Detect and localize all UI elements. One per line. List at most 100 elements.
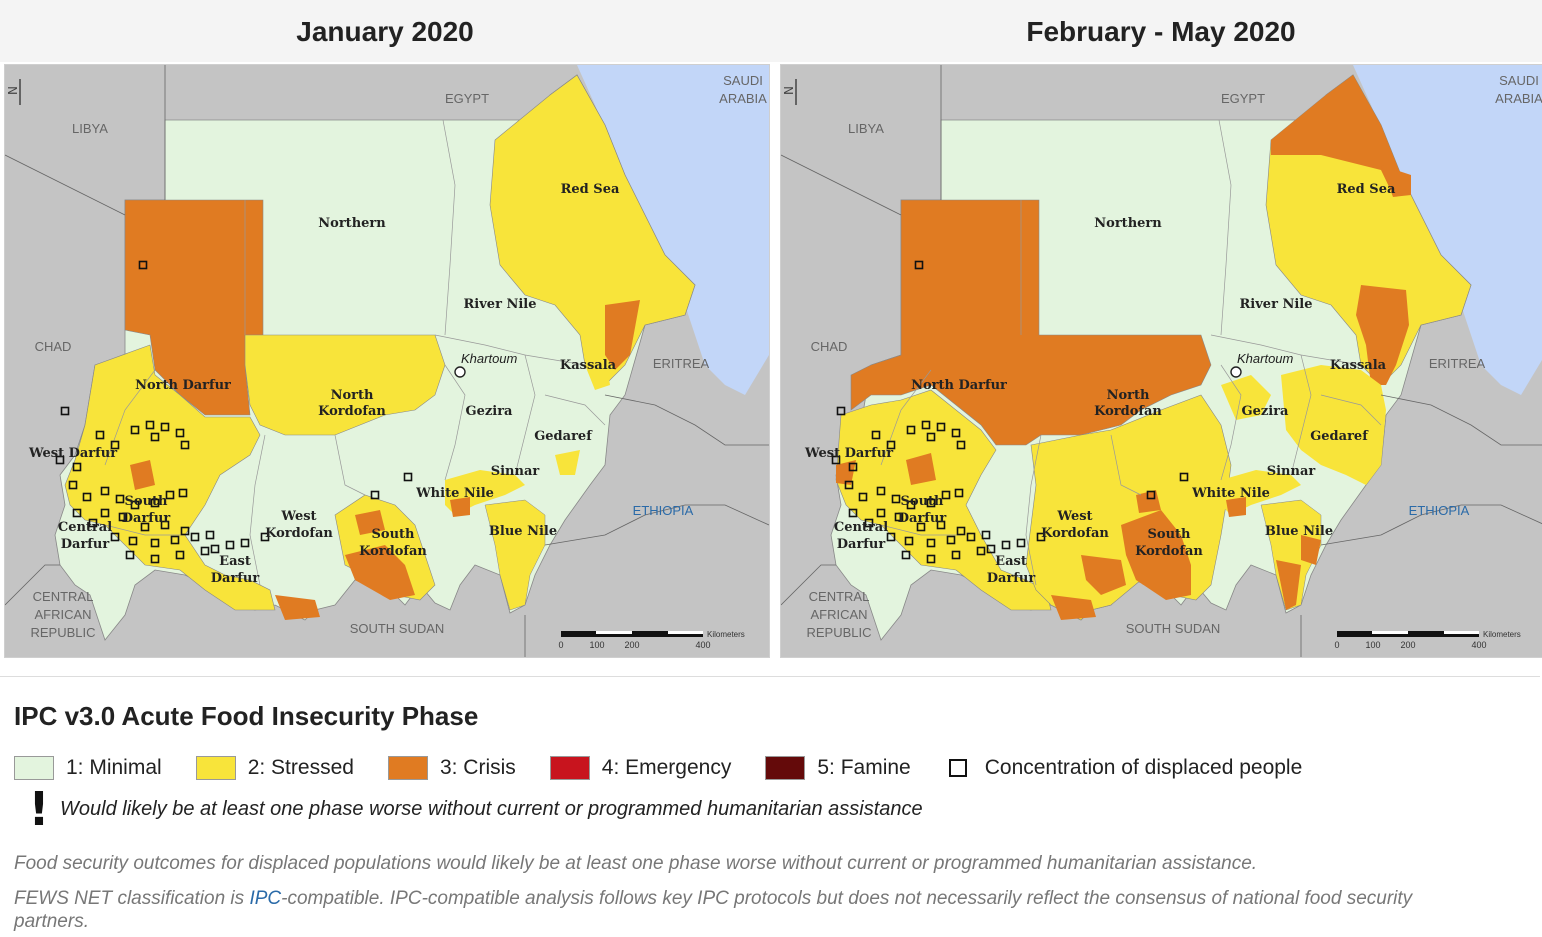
legend-label-stressed: 2: Stressed bbox=[247, 756, 354, 779]
displaced-marker bbox=[864, 518, 874, 528]
label-eritrea: ERITREA bbox=[1429, 356, 1486, 371]
legend-humanitarian-label: Would likely be at least one phase worse… bbox=[60, 797, 923, 820]
map-feb-may-2020[interactable]: LIBYA EGYPT SAUDI ARABIA CHAD ERITREA ET… bbox=[780, 64, 1542, 658]
displaced-marker bbox=[118, 512, 128, 522]
fews-note-post: -compatible. IPC-compatible analysis fol… bbox=[281, 888, 1413, 909]
label-central-darfur-1: Central bbox=[58, 520, 112, 535]
label-north-kordofan-1: North bbox=[331, 388, 374, 403]
label-gezira: Gezira bbox=[1242, 404, 1290, 419]
scale-bar: 0 100 200 400 Kilometers bbox=[1334, 630, 1520, 650]
displaced-marker bbox=[926, 432, 936, 442]
label-south-darfur-2: Darfur bbox=[898, 511, 947, 526]
label-south-kordofan-2: Kordofan bbox=[1135, 544, 1203, 559]
displaced-marker bbox=[72, 508, 82, 518]
displaced-marker bbox=[858, 492, 868, 502]
displaced-marker bbox=[145, 420, 155, 430]
label-white-nile: White Nile bbox=[415, 486, 494, 501]
label-egypt: EGYPT bbox=[445, 91, 489, 106]
label-red-sea: Red Sea bbox=[1337, 182, 1396, 197]
svg-text:200: 200 bbox=[624, 640, 639, 650]
displaced-marker bbox=[936, 520, 946, 530]
scale-bar: 0 100 200 400 Kilometers bbox=[558, 630, 744, 650]
label-chad: CHAD bbox=[811, 339, 848, 354]
displaced-marker bbox=[240, 538, 250, 548]
exclamation-icon: ! bbox=[28, 782, 50, 836]
label-kassala: Kassala bbox=[560, 358, 617, 373]
svg-text:N: N bbox=[782, 86, 796, 95]
legend-item-minimal: 1: Minimal bbox=[14, 756, 162, 780]
label-north-darfur: North Darfur bbox=[135, 378, 231, 393]
displaced-marker bbox=[115, 494, 125, 504]
displaced-marker bbox=[848, 462, 858, 472]
label-north-darfur: North Darfur bbox=[911, 378, 1007, 393]
displaced-marker bbox=[110, 532, 120, 542]
displaced-marker bbox=[921, 420, 931, 430]
displaced-marker bbox=[831, 455, 841, 465]
displaced-marker bbox=[225, 540, 235, 550]
displaced-marker bbox=[150, 538, 160, 548]
legend-label-crisis: 3: Crisis bbox=[439, 756, 516, 779]
label-south-kordofan-2: Kordofan bbox=[359, 544, 427, 559]
swatch-minimal bbox=[14, 756, 54, 780]
displaced-marker bbox=[1001, 540, 1011, 550]
svg-text:400: 400 bbox=[1471, 640, 1486, 650]
swatch-stressed bbox=[195, 756, 236, 780]
legend-title: IPC v3.0 Acute Food Insecurity Phase bbox=[14, 701, 479, 731]
displaced-marker bbox=[260, 532, 270, 542]
ipc-link[interactable]: IPC bbox=[249, 888, 282, 909]
swatch-crisis bbox=[387, 756, 428, 780]
displaced-marker bbox=[100, 508, 110, 518]
displaced-marker bbox=[966, 532, 976, 542]
label-west-kordofan-2: Kordofan bbox=[265, 526, 333, 541]
displaced-marker bbox=[871, 430, 881, 440]
displaced-marker bbox=[165, 490, 175, 500]
displaced-marker bbox=[916, 522, 926, 532]
label-saudi: SAUDI bbox=[1499, 73, 1539, 88]
displaced-marker bbox=[55, 455, 65, 465]
displaced-marker bbox=[906, 500, 916, 510]
label-arabia: ARABIA bbox=[719, 91, 767, 106]
displaced-marker bbox=[926, 498, 936, 508]
label-blue-nile: Blue Nile bbox=[1265, 524, 1333, 539]
displaced-marker bbox=[130, 425, 140, 435]
displaced-marker bbox=[1146, 490, 1156, 500]
legend-label-displaced: Concentration of displaced people bbox=[984, 756, 1303, 779]
map-feb-may-svg: LIBYA EGYPT SAUDI ARABIA CHAD ERITREA ET… bbox=[781, 65, 1542, 657]
label-gedaref: Gedaref bbox=[1310, 429, 1369, 444]
label-south-darfur-1: South bbox=[125, 494, 169, 509]
displaced-marker bbox=[914, 260, 924, 270]
displaced-marker bbox=[981, 530, 991, 540]
displaced-marker bbox=[1036, 532, 1046, 542]
legend-item-displaced: Concentration of displaced people bbox=[945, 756, 1303, 780]
label-central-darfur-2: Darfur bbox=[837, 537, 886, 552]
displaced-marker bbox=[68, 480, 78, 490]
label-eritrea: ERITREA bbox=[653, 356, 710, 371]
displaced-marker bbox=[95, 430, 105, 440]
displaced-note: Food security outcomes for displaced pop… bbox=[14, 853, 1258, 874]
label-egypt: EGYPT bbox=[1221, 91, 1265, 106]
svg-text:400: 400 bbox=[695, 640, 710, 650]
displaced-marker bbox=[200, 546, 210, 556]
label-red-sea: Red Sea bbox=[561, 182, 620, 197]
displaced-marker bbox=[88, 518, 98, 528]
north-arrow-icon: N bbox=[6, 79, 21, 105]
label-saudi: SAUDI bbox=[723, 73, 763, 88]
displaced-marker bbox=[128, 536, 138, 546]
displaced-marker bbox=[886, 532, 896, 542]
label-libya: LIBYA bbox=[848, 121, 884, 136]
displaced-marker bbox=[140, 522, 150, 532]
displaced-marker bbox=[1179, 472, 1189, 482]
displaced-marker bbox=[72, 462, 82, 472]
map-january-2020[interactable]: LIBYA EGYPT SAUDI ARABIA CHAD ERITREA ET… bbox=[4, 64, 770, 658]
displaced-marker bbox=[370, 490, 380, 500]
label-northern: Northern bbox=[1094, 216, 1162, 231]
label-sinnar: Sinnar bbox=[1267, 464, 1316, 479]
map-title-january: January 2020 bbox=[296, 16, 474, 47]
title-bar: January 2020 February - May 2020 bbox=[0, 0, 1542, 62]
displaced-marker bbox=[180, 526, 190, 536]
displaced-marker bbox=[951, 428, 961, 438]
displaced-marker bbox=[848, 508, 858, 518]
displaced-marker bbox=[926, 554, 936, 564]
label-car-1: CENTRAL bbox=[809, 589, 870, 604]
svg-text:200: 200 bbox=[1400, 640, 1415, 650]
